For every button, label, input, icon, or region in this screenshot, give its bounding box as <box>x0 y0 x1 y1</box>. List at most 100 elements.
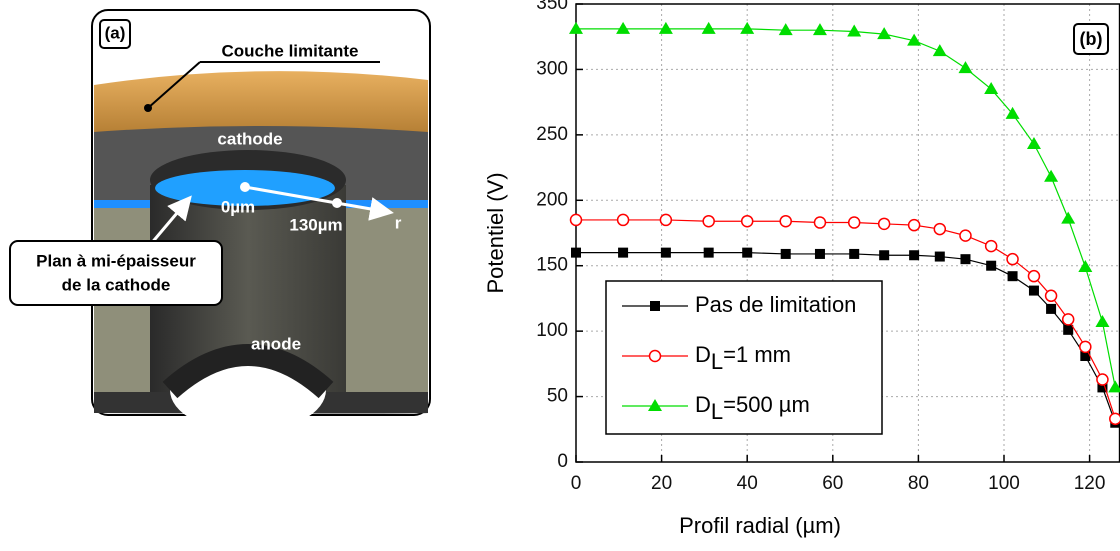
legend-label: DL=1 mm <box>695 342 791 374</box>
marker <box>1080 351 1091 362</box>
marker <box>812 23 827 36</box>
marker <box>740 214 754 228</box>
layer-leader-dot <box>144 104 152 112</box>
marker <box>907 33 922 46</box>
x-tick-label: 20 <box>651 473 672 494</box>
panel-label-box <box>1073 23 1109 55</box>
marker <box>779 214 792 228</box>
marker <box>659 213 673 227</box>
marker <box>847 216 861 229</box>
start-dot <box>240 182 250 192</box>
marker <box>569 21 583 34</box>
marker <box>616 213 630 227</box>
y-tick-label: 100 <box>536 320 568 341</box>
marker <box>879 250 890 261</box>
plane-callout <box>9 240 223 306</box>
marker <box>813 216 827 229</box>
marker <box>701 21 716 34</box>
marker <box>1044 289 1058 303</box>
cathode-label: cathode <box>217 129 282 148</box>
marker <box>849 248 860 259</box>
marker <box>648 349 662 363</box>
marker <box>1026 137 1041 150</box>
layer-label: Couche limitante <box>222 41 359 60</box>
marker <box>618 247 629 258</box>
marker <box>1096 373 1109 386</box>
y-tick-label: 200 <box>536 189 568 210</box>
marker <box>877 27 892 40</box>
y-tick-label: 300 <box>536 58 568 79</box>
marker <box>648 399 662 411</box>
marker <box>1027 269 1041 283</box>
x-tick-label: 120 <box>1074 473 1106 494</box>
marker <box>960 254 971 265</box>
legend-label: DL=500 µm <box>695 392 810 424</box>
marker <box>959 229 972 242</box>
marker <box>934 251 945 262</box>
marker <box>616 21 631 34</box>
marker <box>1006 252 1019 266</box>
anode-label: anode <box>251 334 301 353</box>
marker <box>984 239 998 253</box>
legend-label: Pas de limitation <box>695 292 856 317</box>
marker <box>958 61 973 74</box>
panel-label: (b) <box>1080 29 1103 49</box>
marker <box>702 214 715 228</box>
panel-label: (a) <box>105 23 126 42</box>
marker <box>1109 412 1120 426</box>
marker <box>742 247 753 258</box>
plane-label: de la cathode <box>62 275 171 294</box>
marker <box>1046 303 1057 314</box>
marker <box>569 213 583 227</box>
marker <box>740 21 755 34</box>
diagram: (a) Couche limitante cathode 0µm 130µm r… <box>9 9 431 432</box>
start-label: 0µm <box>221 197 255 216</box>
y-tick-label: 250 <box>536 124 568 145</box>
marker <box>909 250 920 261</box>
plot <box>569 3 1120 463</box>
layer-leader <box>147 61 201 109</box>
y-tick-label: 50 <box>547 386 568 407</box>
y-tick-label: 150 <box>536 255 568 276</box>
marker <box>1007 271 1018 282</box>
marker <box>1095 314 1110 327</box>
radius-arrow <box>244 185 394 221</box>
plane-arrow <box>148 195 192 246</box>
marker <box>1079 340 1092 354</box>
marker <box>658 21 673 34</box>
marker <box>1063 324 1074 335</box>
panel-label-box <box>99 19 131 49</box>
x-tick-label: 60 <box>822 473 843 494</box>
marker <box>571 247 581 258</box>
x-tick-label: 100 <box>988 473 1020 494</box>
x-axis-title: Profil radial (µm) <box>679 513 841 538</box>
marker <box>1108 380 1120 393</box>
x-tick-label: 40 <box>737 473 758 494</box>
marker <box>877 217 891 231</box>
marker <box>933 222 947 236</box>
marker <box>932 44 947 57</box>
y-tick-label: 350 <box>536 0 568 14</box>
axis-label: r <box>395 213 402 232</box>
plane-label: Plan à mi-épaisseur <box>36 251 196 270</box>
marker <box>660 247 671 258</box>
y-tick-label: 0 <box>557 451 568 472</box>
marker <box>1061 313 1075 326</box>
marker <box>1078 260 1093 273</box>
marker <box>703 247 714 258</box>
x-tick-label: 0 <box>571 473 582 494</box>
marker <box>780 248 791 259</box>
end-dot <box>332 198 342 208</box>
marker <box>1097 382 1108 393</box>
marker <box>1028 285 1039 296</box>
marker <box>1061 211 1076 224</box>
marker <box>814 248 825 259</box>
marker <box>984 82 999 95</box>
anode-ring <box>162 344 334 399</box>
marker <box>847 24 862 37</box>
limiting-layer <box>94 71 428 140</box>
y-axis-title: Potentiel (V) <box>483 172 508 293</box>
marker <box>907 218 921 232</box>
marker <box>650 301 660 311</box>
